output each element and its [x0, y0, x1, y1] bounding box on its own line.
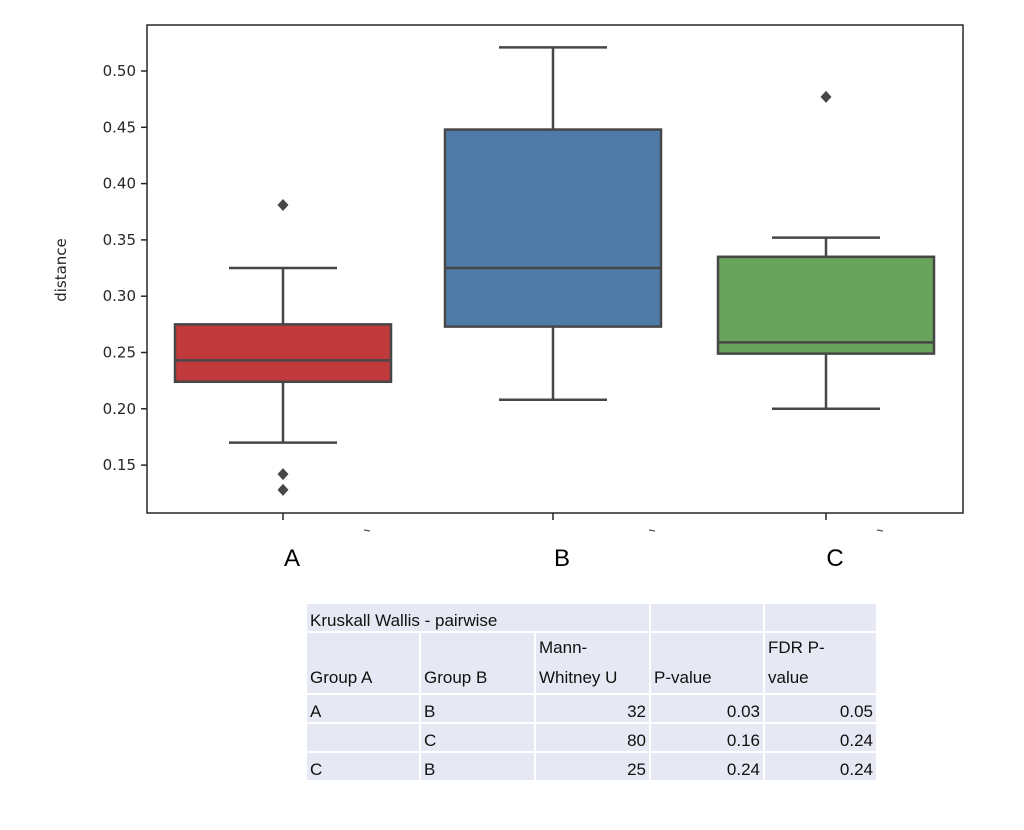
- table-title: Kruskall Wallis - pairwise: [305, 602, 651, 633]
- column-header: FDR P-value: [763, 631, 878, 695]
- iqr-box: [716, 255, 936, 355]
- outlier-point: [277, 468, 289, 481]
- table-cell: 25: [534, 751, 651, 782]
- table-cell: A: [305, 693, 421, 724]
- box-C: [716, 90, 936, 411]
- header-line: Whitney U: [539, 668, 618, 687]
- x-tick-mark-minor: [648, 529, 656, 532]
- header-line: Group A: [310, 668, 373, 687]
- header-line: [654, 633, 760, 663]
- header-line: Group B: [424, 668, 488, 687]
- table-row: C B 25 0.24 0.24: [305, 751, 878, 782]
- table-cell: 32: [534, 693, 651, 724]
- box-B: [443, 46, 663, 402]
- x-category-label: C: [826, 545, 843, 572]
- table-cell: B: [419, 693, 536, 724]
- x-tick-mark-minor: [363, 529, 371, 532]
- table-cell: C: [419, 722, 536, 753]
- x-tick-mark-minor: [876, 529, 884, 532]
- y-tick-label: 0.45: [103, 118, 136, 136]
- y-tick-label: 0.40: [103, 175, 136, 193]
- outlier-point: [277, 198, 289, 211]
- y-axis-label: distance: [52, 238, 70, 302]
- table-cell: C: [305, 751, 421, 782]
- y-tick-label: 0.25: [103, 344, 136, 362]
- box-A: [173, 198, 393, 496]
- column-header: Group A: [305, 631, 421, 695]
- table-cell: 0.16: [649, 722, 765, 753]
- y-tick-label: 0.50: [103, 62, 136, 80]
- table-row: A B 32 0.03 0.05: [305, 693, 878, 724]
- iqr-box: [173, 323, 393, 384]
- table-cell: B: [419, 751, 536, 782]
- x-category-label: B: [554, 545, 570, 572]
- table-cell: 0.24: [649, 751, 765, 782]
- y-tick-label: 0.30: [103, 287, 136, 305]
- outlier-point: [277, 483, 289, 496]
- header-line: Mann-: [539, 638, 588, 657]
- box-plot: 0.15 0.20 0.25 0.30 0.35 0.40 0.45 0.50 A B C dis…: [52, 24, 964, 572]
- table-cell: 0.05: [763, 693, 878, 724]
- table-header-row: Group A Group B Mann- Whitney U P-value FDR…: [305, 631, 878, 695]
- table-cell: 0.24: [763, 722, 878, 753]
- outlier-point: [820, 90, 832, 103]
- column-header: Mann- Whitney U: [534, 631, 651, 695]
- table-title-row: Kruskall Wallis - pairwise: [305, 602, 878, 633]
- kruskal-wallis-table: Kruskall Wallis - pairwise Group A Group…: [305, 602, 878, 782]
- header-line: [424, 633, 531, 663]
- y-tick-label: 0.15: [103, 456, 136, 474]
- column-header: Group B: [419, 631, 536, 695]
- header-line: value: [768, 668, 809, 687]
- header-line: FDR P-: [768, 638, 825, 657]
- table-cell: 80: [534, 722, 651, 753]
- header-line: P-value: [654, 668, 712, 687]
- x-category-label: A: [284, 545, 300, 572]
- header-line: [310, 633, 416, 663]
- table-row: C 80 0.16 0.24: [305, 722, 878, 753]
- y-tick-label: 0.20: [103, 400, 136, 418]
- column-header: P-value: [649, 631, 765, 695]
- table-cell: 0.03: [649, 693, 765, 724]
- iqr-box: [443, 128, 663, 328]
- y-tick-label: 0.35: [103, 231, 136, 249]
- table-cell: 0.24: [763, 751, 878, 782]
- table-cell: [305, 722, 421, 753]
